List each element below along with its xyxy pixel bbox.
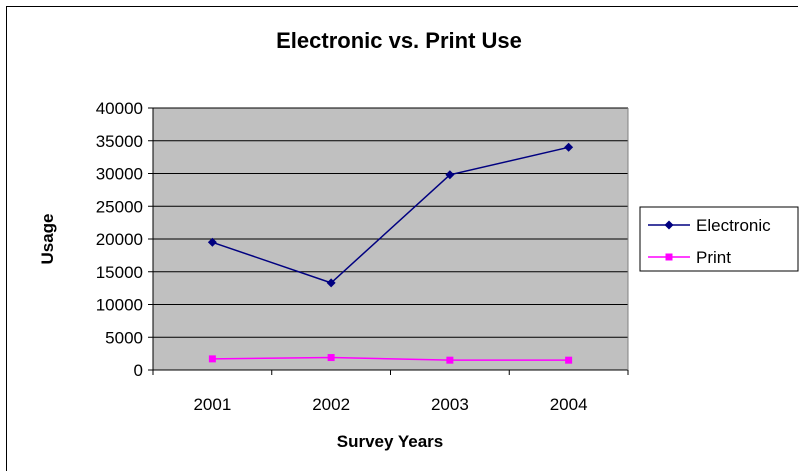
x-tick-label-2001: 2001	[193, 395, 231, 414]
data-point-electronic-2004	[564, 142, 574, 152]
x-tick-label-2003: 2003	[431, 395, 469, 414]
y-axis-title: Usage	[38, 213, 57, 264]
legend-item-print: Print	[648, 248, 731, 267]
data-point-print-2001	[208, 355, 216, 363]
y-tick-label-40000: 40000	[96, 99, 143, 118]
y-tick-label-25000: 25000	[96, 197, 143, 216]
series-line-print	[212, 356, 569, 361]
x-tick-label-2002: 2002	[312, 395, 350, 414]
y-axis-ticks: 0 5000 10000 15000 20000 25000 30000 35000 40000	[96, 99, 153, 380]
legend-label-print: Print	[696, 248, 731, 267]
y-tick-label-30000: 30000	[96, 165, 143, 184]
data-point-print-2002	[327, 354, 335, 362]
series-print	[208, 354, 573, 364]
data-point-print-2004	[565, 356, 573, 364]
series-layer	[207, 142, 574, 364]
chart-frame	[6, 6, 798, 471]
legend-marker-print	[665, 253, 673, 261]
series-electronic	[207, 142, 574, 288]
x-axis-title: Survey Years	[337, 432, 444, 451]
grid-lines	[153, 107, 628, 338]
chart-title: Electronic vs. Print Use	[276, 28, 522, 53]
legend-label-electronic: Electronic	[696, 216, 771, 235]
legend-marker-electronic	[664, 220, 674, 230]
data-point-electronic-2001	[207, 237, 217, 247]
x-axis-ticks: 2001 2002 2003 2004	[152, 370, 629, 414]
y-tick-label-35000: 35000	[96, 132, 143, 151]
y-tick-label-5000: 5000	[105, 328, 143, 347]
series-line-electronic	[212, 146, 569, 284]
data-point-print-2003	[446, 356, 454, 364]
legend-item-electronic: Electronic	[648, 216, 771, 235]
data-point-electronic-2002	[326, 278, 336, 288]
y-tick-label-20000: 20000	[96, 230, 143, 249]
y-tick-label-15000: 15000	[96, 263, 143, 282]
x-tick-label-2004: 2004	[550, 395, 588, 414]
legend: Electronic Print	[639, 206, 799, 272]
y-tick-label-0: 0	[134, 361, 143, 380]
data-point-electronic-2003	[445, 170, 455, 180]
y-tick-label-10000: 10000	[96, 296, 143, 315]
